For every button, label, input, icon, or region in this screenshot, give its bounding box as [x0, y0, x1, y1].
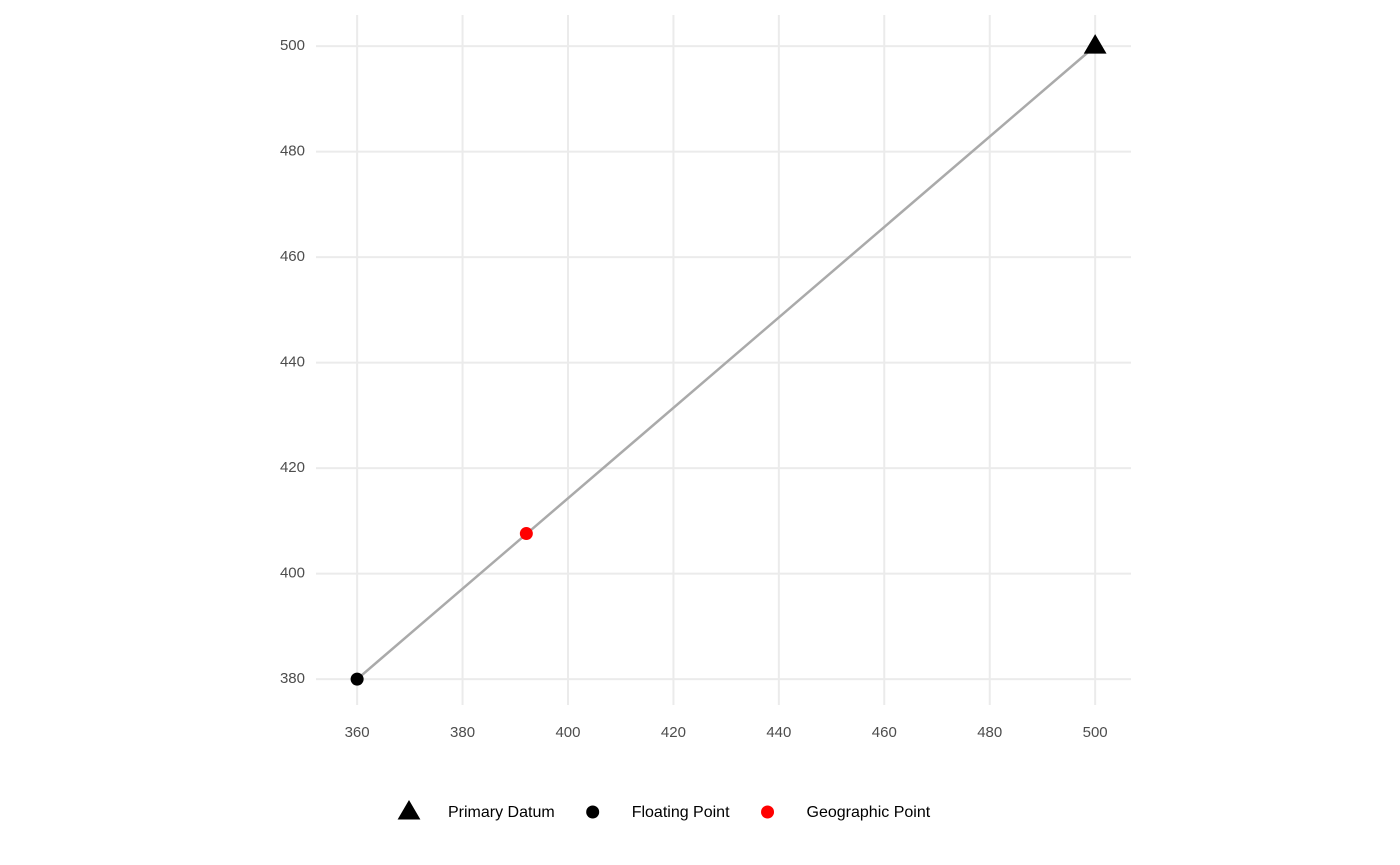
- y-tick-label: 500: [280, 37, 305, 54]
- y-tick-label: 460: [280, 248, 305, 265]
- x-tick-label: 380: [450, 724, 475, 741]
- point: [519, 527, 533, 541]
- y-tick-label: 380: [280, 670, 305, 687]
- y-tick-label: 420: [280, 459, 305, 476]
- legend-label: Geographic Point: [807, 804, 931, 821]
- x-tick-label: 360: [345, 724, 370, 741]
- x-tick-label: 400: [555, 724, 580, 741]
- connector-line: [356, 45, 1096, 681]
- point: [1083, 34, 1107, 54]
- legend-marker: [397, 800, 421, 820]
- point: [350, 672, 364, 686]
- legend-marker: [761, 805, 775, 819]
- y-tick-label: 480: [280, 143, 305, 160]
- x-tick-label: 480: [977, 724, 1002, 741]
- x-tick-label: 440: [766, 724, 791, 741]
- x-tick-label: 500: [1083, 724, 1108, 741]
- legend-marker: [586, 805, 600, 819]
- x-tick-label: 420: [661, 724, 686, 741]
- legend-label: Floating Point: [632, 804, 730, 821]
- legend-label: Primary Datum: [448, 804, 555, 821]
- x-tick-label: 460: [872, 724, 897, 741]
- y-tick-label: 400: [280, 565, 305, 582]
- y-tick-label: 440: [280, 354, 305, 371]
